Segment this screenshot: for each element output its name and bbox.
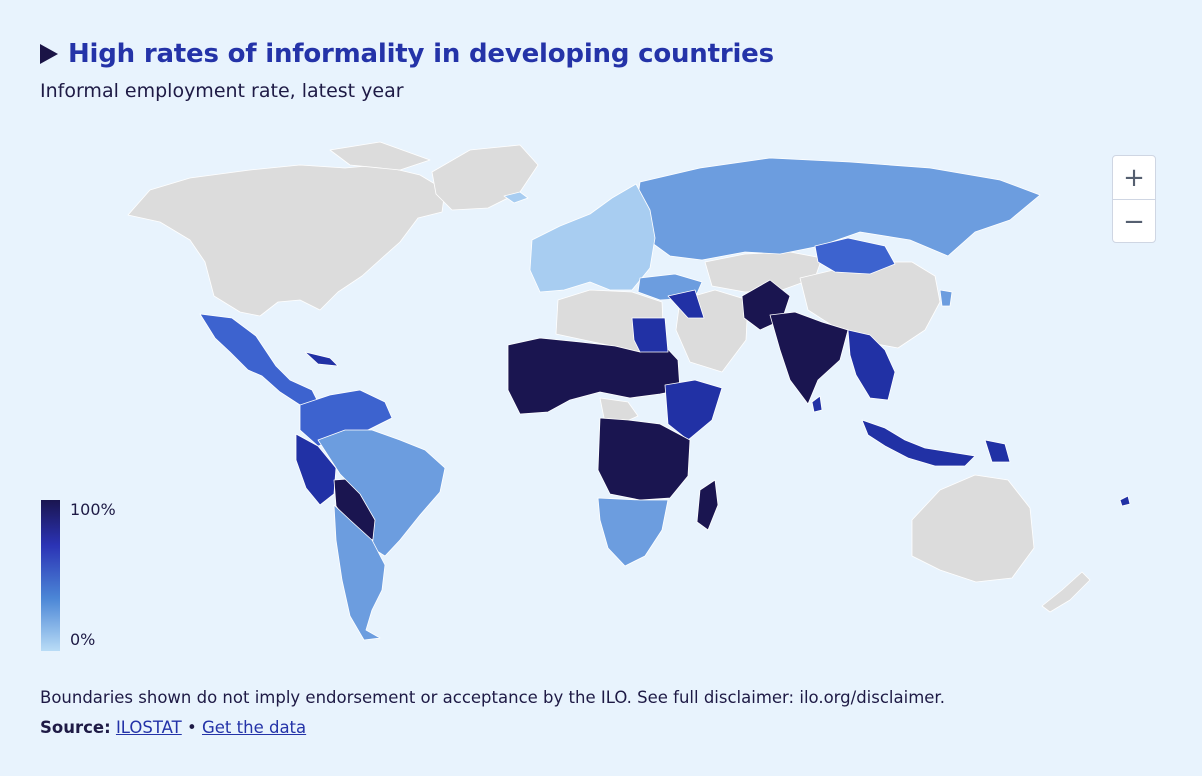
western-europe (529, 183, 656, 293)
japan (939, 289, 953, 307)
chart-subtitle: Informal employment rate, latest year (40, 80, 404, 102)
source-separator: • (187, 718, 202, 737)
zoom-out-button[interactable]: − (1113, 199, 1155, 242)
zoom-in-button[interactable]: + (1123, 162, 1145, 193)
southeast-asia (847, 329, 896, 401)
madagascar (696, 479, 719, 531)
chart-footer: Boundaries shown do not imply endorsemen… (40, 686, 945, 740)
indonesia (861, 419, 976, 467)
zoom-controls: + − (1112, 155, 1156, 243)
disclaimer-text: Boundaries shown do not imply endorsemen… (40, 688, 945, 707)
colombia-venezuela (299, 389, 393, 447)
peru-ecuador (295, 433, 337, 506)
new-zealand (1041, 571, 1091, 613)
horn-of-africa (664, 379, 723, 441)
chart-title-row: High rates of informality in developing … (40, 34, 774, 74)
north-canada-islands (329, 141, 431, 171)
get-data-link[interactable]: Get the data (202, 718, 307, 737)
legend-max-label: 100% (70, 500, 116, 519)
chart-title: High rates of informality in developing … (68, 39, 774, 69)
egypt (631, 317, 669, 353)
australia (911, 474, 1035, 583)
ilostat-link[interactable]: ILOSTAT (115, 718, 182, 737)
iraq (667, 289, 705, 319)
triangle-right-icon (40, 44, 58, 64)
central-africa (597, 417, 691, 501)
india (769, 311, 849, 405)
caribbean (304, 351, 339, 367)
papua-new-guinea (984, 439, 1011, 463)
sri-lanka (811, 395, 823, 413)
mexico-central-america (199, 313, 323, 411)
southern-africa (597, 497, 669, 567)
chart-header: High rates of informality in developing … (40, 34, 774, 102)
mongolia (814, 237, 896, 275)
north-america (127, 164, 446, 317)
legend-min-label: 0% (70, 630, 96, 649)
brazil (317, 429, 446, 557)
legend-gradient-bar (41, 500, 60, 651)
data-regions (199, 157, 1131, 641)
russia (635, 157, 1041, 261)
source-line: Source: ILOSTAT • Get the data (40, 716, 945, 740)
pacific-islands (1119, 495, 1131, 507)
iceland (503, 191, 529, 204)
source-label: Source: (40, 718, 111, 737)
southern-cone (333, 504, 386, 641)
